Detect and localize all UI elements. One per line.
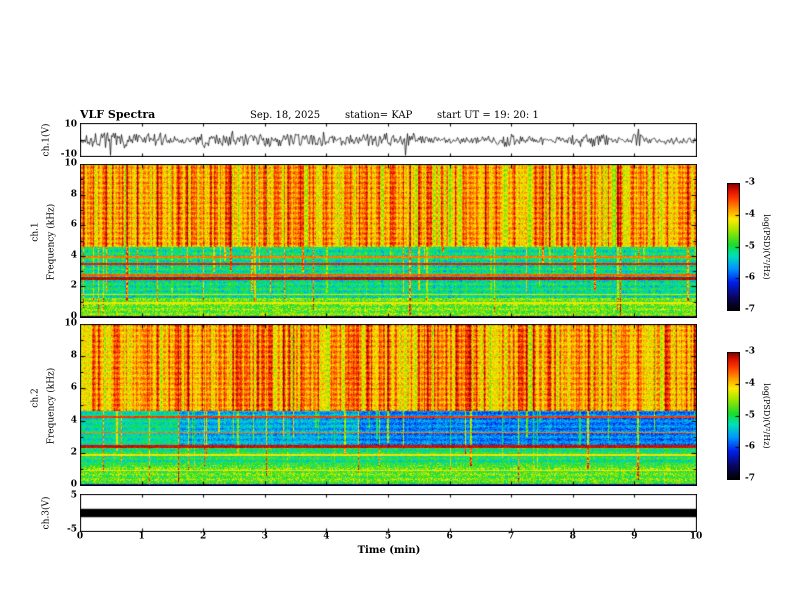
ch2-spec-y-tick-label: 4 — [70, 415, 77, 426]
x-tick-label: 10 — [689, 531, 703, 542]
colorbar1-tick-label: -5 — [745, 241, 755, 251]
x-tick-label: 8 — [569, 531, 576, 542]
ch2-channel-label: ch.2 — [30, 388, 41, 408]
ch2-spec-y-tick-label: 6 — [70, 382, 77, 393]
colorbar2-tick-label: -5 — [745, 410, 755, 420]
colorbar2-tick-label: -6 — [745, 441, 755, 452]
colorbar1-tick-label: -6 — [745, 272, 755, 283]
x-tick-label: 9 — [631, 531, 638, 542]
ch1-spectrogram — [80, 164, 697, 318]
ch1-spec-y-tick-label: 6 — [70, 219, 77, 230]
ch1-spec-y-tick-label: 4 — [70, 250, 77, 261]
x-tick-label: 0 — [76, 531, 84, 542]
x-tick-label: 4 — [323, 531, 330, 542]
x-tick-label: 7 — [508, 531, 515, 542]
ch2-spec-y-tick-label: 10 — [64, 318, 77, 329]
ch2-frequency-axis-label: Frequency (kHz) — [46, 367, 57, 445]
colorbar2-tick-label: -3 — [745, 346, 755, 357]
ch3-wave-y-tick-label: -5 — [67, 524, 77, 535]
plot-date: Sep. 18, 2025 — [250, 110, 321, 121]
ch1-spec-y-tick-label: 2 — [70, 280, 77, 291]
ch1-channel-label: ch.1 — [30, 222, 41, 242]
ch1-waveform-plot — [80, 123, 697, 157]
ch1-spec-y-tick-label: 10 — [64, 158, 77, 169]
x-tick-label: 5 — [384, 531, 392, 542]
x-tick-label: 3 — [261, 531, 268, 542]
plot-start-ut: start UT = 19: 20: 1 — [437, 110, 539, 121]
ch2-spec-y-tick-label: 2 — [70, 447, 77, 458]
ch3-waveform-plot — [80, 494, 697, 532]
time-axis-label: Time (min) — [357, 545, 421, 556]
ch1-wave-y-tick-label: 10 — [64, 119, 77, 130]
ch3-voltage-axis-label: ch.3(V) — [41, 496, 52, 530]
plot-station: station= KAP — [345, 110, 413, 121]
ch1-wave-y-tick-label: -10 — [60, 149, 77, 160]
colorbar1-tick-label: -3 — [745, 177, 755, 188]
plot-title: VLF Spectra — [80, 108, 156, 121]
ch2-spec-y-tick-label: 8 — [70, 350, 77, 361]
ch3-wave-y-tick-label: 5 — [70, 490, 77, 501]
ch1-voltage-axis-label: ch.1(V) — [41, 123, 52, 157]
x-tick-label: 2 — [200, 531, 207, 542]
colorbar1-tick-label: -7 — [745, 304, 755, 315]
ch2-spec-y-tick-label: 0 — [70, 479, 77, 490]
ch1-spec-y-tick-label: 8 — [70, 189, 77, 200]
x-tick-label: 1 — [138, 531, 145, 542]
colorbar-ch2 — [727, 352, 740, 480]
colorbar1-axis-label: log(PSD)(V²/Hz) — [762, 214, 771, 280]
ch1-spec-y-tick-label: 0 — [70, 311, 77, 322]
colorbar1-tick-label: -4 — [745, 209, 755, 220]
ch1-frequency-axis-label: Frequency (kHz) — [46, 203, 57, 281]
ch2-spectrogram — [80, 324, 697, 486]
colorbar-ch1 — [727, 183, 740, 311]
colorbar2-tick-label: -7 — [745, 473, 755, 484]
colorbar2-tick-label: -4 — [745, 378, 755, 389]
x-tick-label: 6 — [446, 531, 453, 542]
colorbar2-axis-label: log(PSD)(V²/Hz) — [762, 383, 771, 449]
